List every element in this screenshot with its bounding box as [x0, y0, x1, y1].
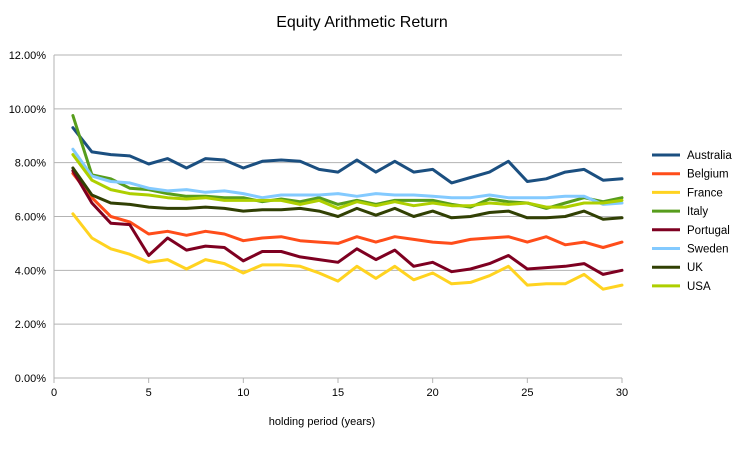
legend-item: Italy	[652, 206, 708, 218]
series-line-uk	[71, 166, 624, 221]
legend: Australia Belgium France Italy Portugal Swede…	[652, 150, 732, 293]
series-line-australia	[71, 126, 624, 185]
legend-item: Sweden	[652, 244, 729, 256]
legend-label: Italy	[687, 206, 708, 218]
legend-label: France	[687, 187, 723, 199]
series-line-sweden	[71, 147, 624, 206]
legend-label: Portugal	[687, 225, 730, 237]
x-tick-label: 5	[146, 387, 152, 399]
chart-title: Equity Arithmetic Return	[276, 14, 448, 31]
legend-label: UK	[687, 262, 703, 274]
legend-item: USA	[652, 281, 711, 293]
series-line-usa	[71, 153, 624, 210]
legend-label: USA	[687, 281, 711, 293]
y-tick-label: 10.00%	[9, 104, 47, 116]
legend-label: Sweden	[687, 244, 729, 256]
legend-item: UK	[652, 262, 703, 274]
x-tick-label: 0	[51, 387, 57, 399]
y-tick-label: 8.00%	[15, 158, 46, 170]
x-axis-ticks: 0 5 10 15 20 25 30	[51, 378, 628, 399]
legend-item: France	[652, 187, 723, 199]
x-tick-label: 25	[521, 387, 533, 399]
legend-item: Belgium	[652, 169, 729, 181]
y-tick-label: 2.00%	[15, 319, 46, 331]
series-line-france	[71, 212, 624, 291]
x-tick-label: 10	[237, 387, 249, 399]
legend-label: Australia	[687, 150, 732, 162]
y-tick-label: 0.00%	[15, 373, 46, 385]
y-axis-ticks: 0.00% 2.00% 4.00% 6.00% 8.00% 10.00% 12.00%	[9, 50, 47, 385]
legend-item: Australia	[652, 150, 732, 162]
x-tick-label: 20	[427, 387, 439, 399]
x-tick-label: 15	[332, 387, 344, 399]
legend-label: Belgium	[687, 169, 729, 181]
series-line-belgium	[71, 171, 624, 249]
y-tick-label: 4.00%	[15, 265, 46, 277]
y-tick-label: 6.00%	[15, 212, 46, 224]
series-lines	[71, 114, 624, 291]
legend-item: Portugal	[652, 225, 730, 237]
x-tick-label: 30	[616, 387, 628, 399]
y-tick-label: 12.00%	[9, 50, 47, 62]
series-line-portugal	[71, 169, 624, 276]
x-axis-label: holding period (years)	[269, 416, 375, 428]
